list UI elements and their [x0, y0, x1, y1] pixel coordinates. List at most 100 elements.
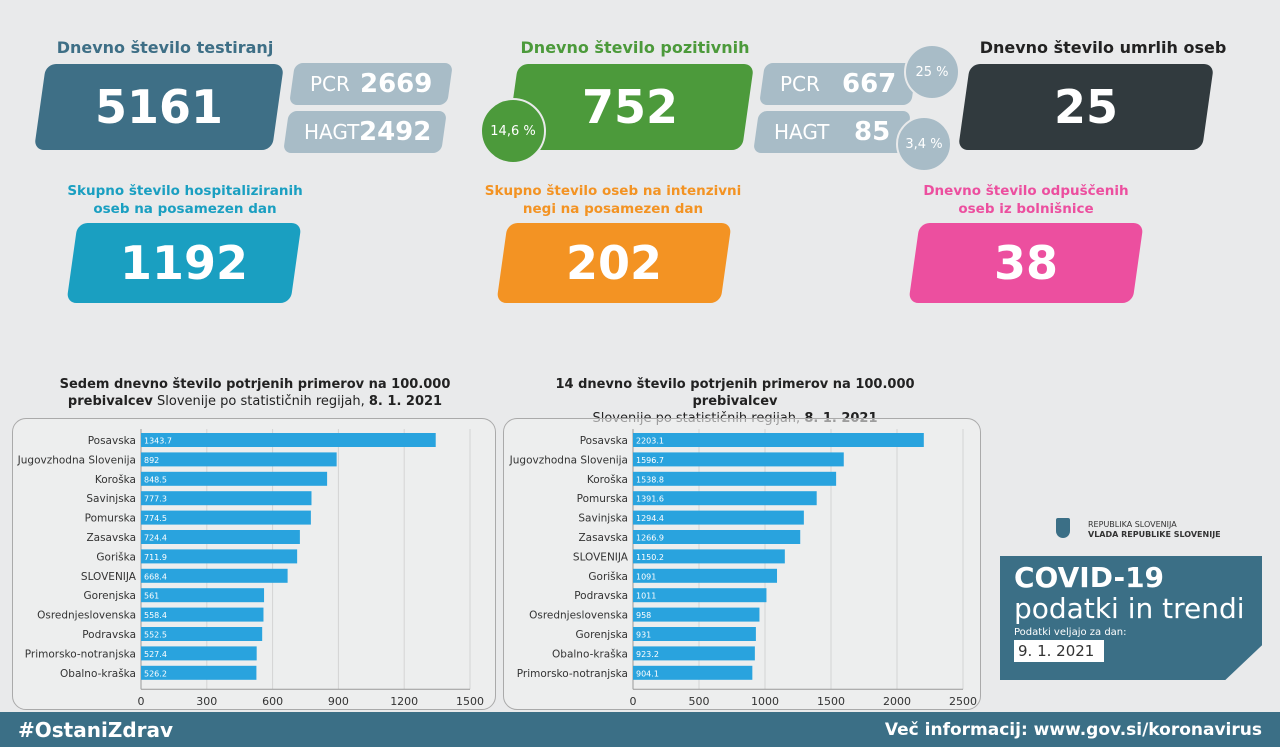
category-label: Goriška [588, 571, 628, 583]
data-label: 724.4 [144, 534, 167, 543]
deaths-card: 25 [957, 64, 1215, 150]
pcr-label: PCR [310, 72, 350, 96]
bar [141, 549, 298, 564]
data-label: 552.5 [144, 631, 167, 640]
category-label: Pomurska [85, 513, 136, 525]
tests-total-card: 5161 [33, 64, 285, 150]
data-label: 561 [144, 592, 159, 601]
x-tick-label: 1200 [390, 695, 418, 708]
discharged-title-line2: oseb iz bolnišnice [958, 201, 1094, 217]
bar [633, 646, 755, 661]
category-label: Zasavska [578, 532, 628, 544]
chart1-title-date: 8. 1. 2021 [368, 394, 443, 409]
tests-total: 5161 [94, 80, 224, 134]
x-tick-label: 0 [138, 695, 145, 708]
government-logo-text: REPUBLIKA SLOVENIJA VLADA REPUBLIKE SLOV… [1088, 520, 1221, 540]
category-label: Koroška [95, 474, 136, 486]
brand-title: COVID-19 [1014, 561, 1165, 594]
category-label: Gorenjska [84, 590, 136, 602]
category-label: Zasavska [86, 532, 136, 544]
data-label: 1150.2 [636, 553, 664, 562]
positive-hagt: HAGT 85 [753, 111, 911, 153]
data-label: 958 [636, 611, 651, 620]
positive-pcr: PCR 667 [759, 63, 917, 105]
tests-title: Dnevno število testiranj [56, 38, 274, 57]
category-label: Posavska [88, 435, 136, 447]
bar [633, 588, 767, 603]
icu-title: Skupno število oseb na intenzivni negi na… [453, 182, 773, 218]
govt-line2: VLADA REPUBLIKE SLOVENIJE [1088, 530, 1221, 539]
data-label: 1294.4 [636, 514, 664, 523]
coat-of-arms-icon [1056, 518, 1070, 538]
more-info-link[interactable]: Več informacij: www.gov.si/koronavirus [884, 719, 1262, 740]
chart1-svg: 0 300 600 900 1200 1500 Posavska 1343.7 Jugovzho… [17, 429, 484, 708]
hashtag: #OstaniZdrav [18, 717, 174, 742]
x-tick-label: 500 [689, 695, 710, 708]
hospital-title: Skupno število hospitaliziranih oseb na p… [25, 182, 345, 218]
data-label: 1091 [636, 572, 656, 581]
tests-hagt: HAGT 2492 [283, 111, 447, 153]
data-label: 558.4 [144, 611, 167, 620]
bar [633, 491, 817, 506]
data-label: 923.2 [636, 650, 659, 659]
chart2-svg: 0 500 1000 1500 2000 2500 Posavska 2203.1 Jugovz… [509, 429, 977, 708]
data-label: 931 [636, 631, 651, 640]
category-label: Obalno-kraška [60, 668, 136, 680]
category-label: SLOVENIJA [81, 571, 137, 583]
chart1-title-rest: Slovenije po statističnih regijah, [152, 394, 369, 409]
bar [141, 627, 263, 641]
data-label: 1391.6 [636, 495, 664, 504]
icu-card: 202 [496, 223, 732, 303]
pcr-value: 667 [841, 69, 896, 99]
category-label: Pomurska [577, 493, 628, 505]
data-label: 1538.8 [636, 475, 664, 484]
x-tick-label: 900 [328, 695, 349, 708]
category-label: Osrednjeslovenska [37, 610, 136, 622]
data-label: 1266.9 [636, 534, 664, 543]
category-label: Primorsko-notranjska [25, 648, 136, 660]
bar [141, 607, 264, 622]
positive-total: 752 [581, 80, 679, 134]
positive-rate: 14,6 % [480, 98, 546, 164]
x-tick-label: 600 [262, 695, 283, 708]
data-label: 904.1 [636, 669, 659, 678]
x-tick-label: 300 [196, 695, 217, 708]
icu-value: 202 [565, 236, 663, 290]
bar [633, 433, 924, 447]
data-label: 668.4 [144, 572, 167, 581]
bar [633, 627, 756, 641]
category-label: Jugovzhodna Slovenija [17, 454, 136, 466]
bar [141, 491, 312, 506]
chart2-title-bold: 14 dnevno število potrjenih primerov na … [555, 377, 915, 409]
deaths-value: 25 [1053, 80, 1118, 134]
bar [633, 452, 844, 467]
discharged-value: 38 [993, 236, 1058, 290]
data-label: 1596.7 [636, 456, 664, 465]
category-label: Posavska [580, 435, 628, 447]
discharged-card: 38 [908, 223, 1144, 303]
bar [141, 510, 311, 525]
bar [633, 471, 837, 486]
x-tick-label: 2500 [949, 695, 977, 708]
x-tick-label: 2000 [883, 695, 911, 708]
bar [633, 530, 801, 544]
category-label: Podravska [82, 629, 136, 641]
bar [141, 452, 337, 467]
discharged-title: Dnevno število odpuščenih oseb iz bolnišn… [866, 182, 1186, 218]
category-label: Koroška [587, 474, 628, 486]
data-label: 711.9 [144, 553, 167, 562]
bar [141, 433, 436, 447]
category-label: Jugovzhodna Slovenija [509, 454, 628, 466]
hospital-title-line2: oseb na posamezen dan [93, 201, 277, 217]
hagt-label: HAGT [304, 120, 360, 144]
discharged-title-line1: Dnevno število odpuščenih [923, 183, 1129, 199]
chart1-title-bold: Sedem dnevno število potrjenih primerov … [59, 377, 451, 392]
category-label: Osrednjeslovenska [529, 610, 628, 622]
bar [633, 510, 804, 525]
bar [141, 530, 300, 544]
x-tick-label: 1500 [817, 695, 845, 708]
data-label: 2203.1 [636, 437, 664, 446]
hagt-value: 2492 [359, 117, 432, 147]
hagt-rate: 3,4 % [896, 116, 952, 172]
x-tick-label: 1500 [456, 695, 484, 708]
